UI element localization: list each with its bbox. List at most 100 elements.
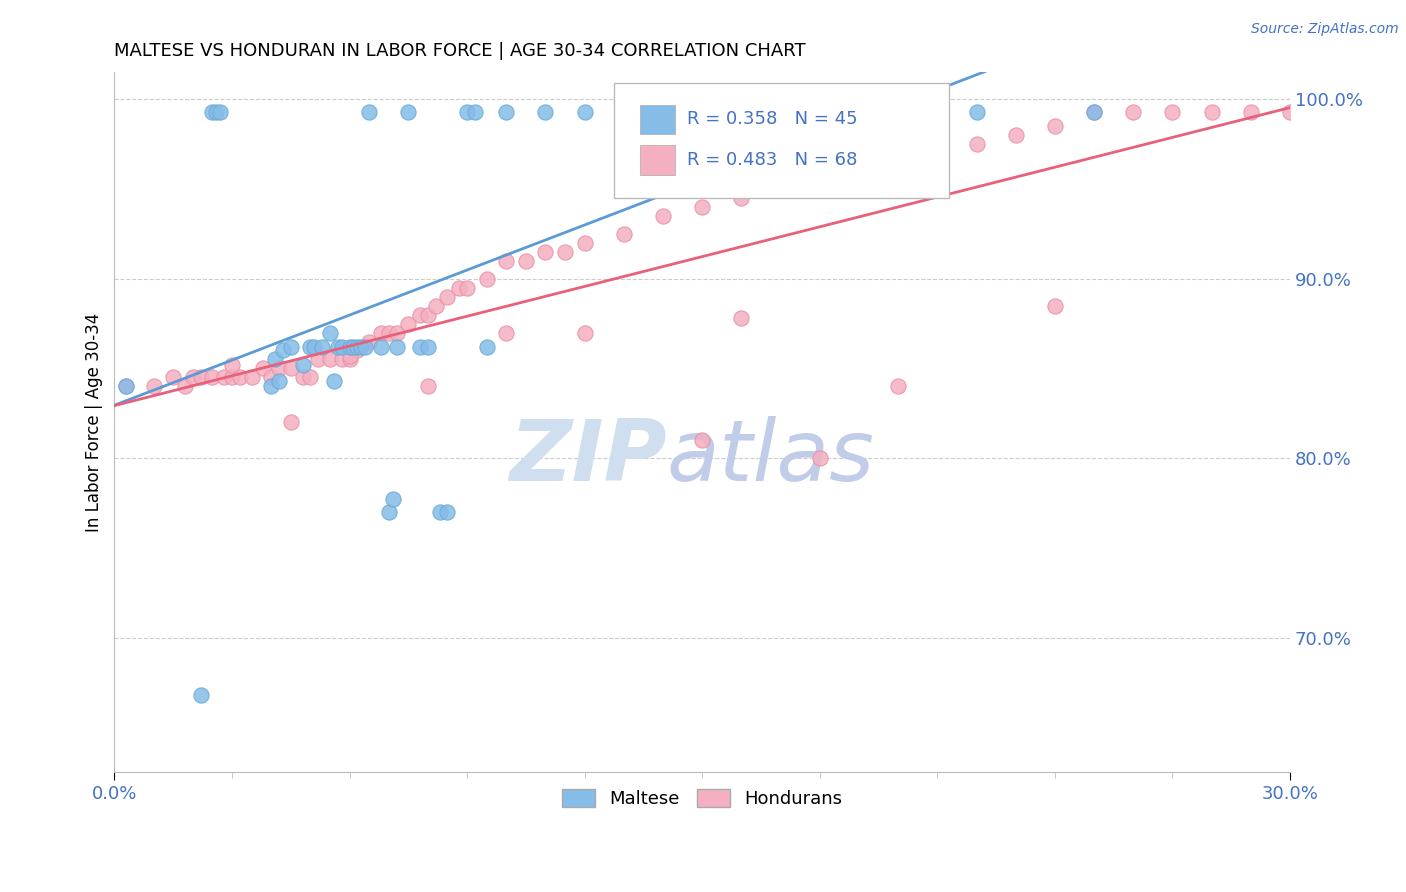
Point [377, 326, 399, 340]
Point [385, 326, 408, 340]
Point [342, 340, 364, 354]
Point [396, 317, 419, 331]
Point [291, 358, 314, 372]
Point [162, 370, 184, 384]
Point [652, 104, 675, 119]
Point [201, 370, 224, 384]
Point [966, 137, 988, 152]
Point [534, 244, 557, 259]
Point [966, 104, 988, 119]
Text: Source: ZipAtlas.com: Source: ZipAtlas.com [1251, 22, 1399, 37]
Point [346, 343, 368, 358]
Point [181, 370, 204, 384]
Point [319, 326, 342, 340]
Point [377, 505, 399, 519]
Point [330, 340, 353, 354]
Point [554, 244, 576, 259]
Point [115, 379, 138, 393]
Point [280, 415, 302, 429]
Point [205, 104, 228, 119]
Point [887, 379, 910, 393]
Point [808, 104, 831, 119]
Point [190, 688, 212, 702]
Point [1004, 128, 1026, 143]
Point [416, 379, 439, 393]
Point [354, 340, 377, 354]
Point [475, 340, 498, 354]
Point [436, 290, 458, 304]
Point [346, 340, 368, 354]
Point [267, 374, 290, 388]
Point [730, 311, 752, 326]
Point [574, 326, 596, 340]
Point [260, 379, 283, 393]
Point [381, 492, 404, 507]
Point [209, 104, 232, 119]
Point [1083, 104, 1105, 119]
Point [409, 308, 432, 322]
Point [808, 451, 831, 466]
Point [1043, 120, 1066, 134]
Point [416, 308, 439, 322]
Point [690, 104, 713, 119]
Point [322, 374, 344, 388]
Point [495, 326, 517, 340]
Point [299, 370, 322, 384]
Point [339, 352, 361, 367]
FancyBboxPatch shape [640, 104, 675, 134]
Point [264, 352, 287, 367]
Point [252, 361, 274, 376]
Point [267, 361, 290, 376]
Point [385, 340, 408, 354]
Point [339, 349, 361, 363]
Point [613, 104, 636, 119]
Point [396, 104, 419, 119]
Point [240, 370, 263, 384]
Point [304, 340, 326, 354]
Point [429, 505, 451, 519]
Point [1201, 104, 1223, 119]
Point [495, 104, 517, 119]
Point [409, 340, 432, 354]
Point [299, 340, 322, 354]
Point [456, 104, 478, 119]
Legend: Maltese, Hondurans: Maltese, Hondurans [555, 781, 849, 815]
Point [690, 433, 713, 447]
Point [260, 370, 283, 384]
Point [769, 182, 792, 196]
Point [515, 253, 537, 268]
Point [142, 379, 165, 393]
Point [280, 340, 302, 354]
Point [291, 370, 314, 384]
Point [1043, 299, 1066, 313]
Point [730, 191, 752, 205]
Point [475, 271, 498, 285]
Point [927, 146, 949, 161]
Point [280, 361, 302, 376]
Point [339, 340, 361, 354]
Point [319, 352, 342, 367]
Point [848, 164, 870, 178]
Point [311, 340, 333, 354]
Point [464, 104, 486, 119]
Point [613, 227, 636, 241]
Point [370, 340, 392, 354]
Text: ZIP: ZIP [509, 416, 666, 499]
Point [495, 253, 517, 268]
FancyBboxPatch shape [640, 145, 675, 175]
Y-axis label: In Labor Force | Age 30-34: In Labor Force | Age 30-34 [86, 312, 103, 532]
Point [359, 334, 381, 349]
Point [416, 340, 439, 354]
Point [350, 340, 373, 354]
Point [359, 104, 381, 119]
Point [307, 352, 329, 367]
Point [808, 173, 831, 187]
Point [201, 104, 224, 119]
Point [436, 505, 458, 519]
Point [1083, 104, 1105, 119]
Text: R = 0.358   N = 45: R = 0.358 N = 45 [688, 111, 858, 128]
Point [221, 358, 243, 372]
Point [690, 200, 713, 214]
Point [652, 209, 675, 223]
Point [326, 340, 349, 354]
